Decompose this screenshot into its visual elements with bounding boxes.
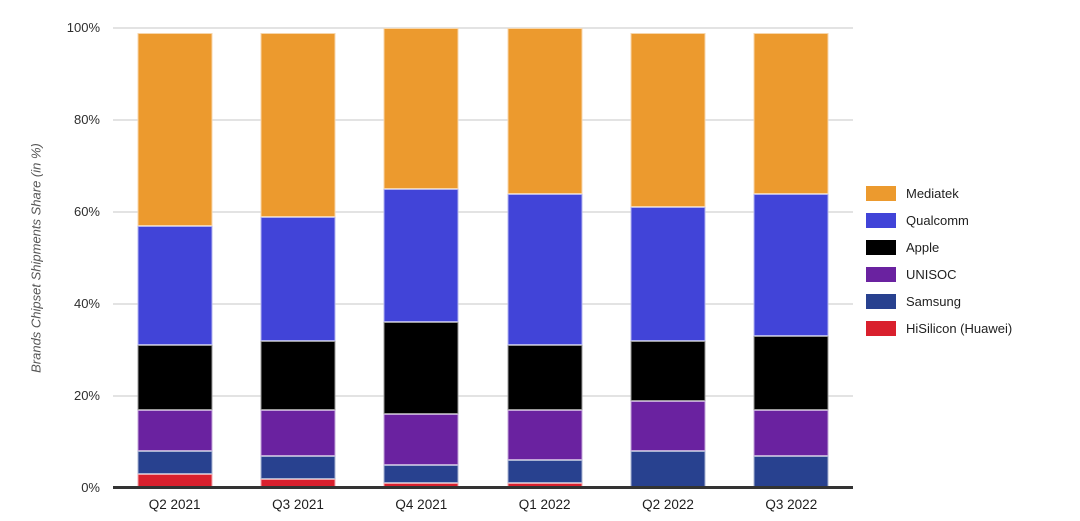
- legend: Mediatek Qualcomm Apple UNISOC Samsung HiSili…: [866, 186, 1012, 348]
- segment-apple-q3-2021: [260, 340, 336, 410]
- bar-slot-q2-2021: [113, 28, 236, 488]
- segment-apple-q1-2022: [507, 345, 583, 410]
- y-tick-label-80: 80%: [73, 112, 100, 127]
- segment-samsung-q2-2022: [630, 451, 706, 488]
- legend-item-qualcomm: Qualcomm: [866, 213, 1012, 228]
- plot-area: [113, 27, 853, 489]
- segment-mediatek-q3-2021: [260, 32, 336, 217]
- x-label-q1-2022: Q1 2022: [518, 497, 571, 512]
- stacked-bar-q3-2021: [260, 32, 336, 488]
- segment-hisilicon-huawei-q4-2021: [383, 483, 459, 488]
- segment-unisoc-q2-2021: [137, 409, 213, 452]
- segment-samsung-q4-2021: [383, 465, 459, 484]
- gridline-100: [113, 27, 853, 29]
- legend-label-apple: Apple: [906, 240, 940, 255]
- legend-swatch-qualcomm: [866, 213, 896, 228]
- bar-slot-q2-2022: [606, 28, 729, 488]
- stacked-bar-q4-2021: [383, 28, 459, 488]
- legend-swatch-samsung: [866, 294, 896, 309]
- bars-container: [113, 28, 853, 488]
- bar-slot-q3-2021: [236, 28, 359, 488]
- gridline-40: [113, 303, 853, 305]
- stacked-bar-q2-2022: [630, 32, 706, 488]
- segment-apple-q4-2021: [383, 322, 459, 415]
- segment-unisoc-q1-2022: [507, 409, 583, 461]
- segment-qualcomm-q3-2022: [753, 193, 829, 337]
- legend-label-mediatek: Mediatek: [906, 186, 959, 201]
- stacked-bar-q2-2021: [137, 32, 213, 488]
- bar-slot-q1-2022: [483, 28, 606, 488]
- x-label-q2-2022: Q2 2022: [642, 497, 694, 512]
- x-axis-labels: Q2 2021 Q3 2021 Q4 2021 Q1 2022 Q2 2022 Q3 20…: [113, 497, 853, 512]
- segment-qualcomm-q4-2021: [383, 189, 459, 323]
- legend-label-samsung: Samsung: [906, 294, 961, 309]
- x-label-q3-2021: Q3 2021: [272, 497, 324, 512]
- segment-unisoc-q3-2022: [753, 409, 829, 456]
- legend-swatch-apple: [866, 240, 896, 255]
- segment-qualcomm-q3-2021: [260, 216, 336, 341]
- x-axis-line: [113, 486, 853, 489]
- y-axis-title: Brands Chipset Shipments Share (in %): [28, 143, 44, 373]
- x-label-q4-2021: Q4 2021: [395, 497, 448, 512]
- legend-label-qualcomm: Qualcomm: [906, 213, 969, 228]
- segment-hisilicon-huawei-q2-2021: [137, 474, 213, 488]
- x-label-q3-2022: Q3 2022: [765, 497, 818, 512]
- x-label-q2-2021: Q2 2021: [148, 497, 201, 512]
- segment-apple-q2-2021: [137, 345, 213, 410]
- bar-slot-q4-2021: [360, 28, 483, 488]
- segment-hisilicon-huawei-q1-2022: [507, 483, 583, 488]
- y-tick-label-0: 0%: [81, 480, 100, 495]
- segment-apple-q2-2022: [630, 340, 706, 401]
- segment-mediatek-q3-2022: [753, 32, 829, 194]
- gridline-60: [113, 211, 853, 213]
- legend-label-unisoc: UNISOC: [906, 267, 957, 282]
- gridline-20: [113, 395, 853, 397]
- segment-qualcomm-q2-2021: [137, 225, 213, 346]
- segment-mediatek-q2-2022: [630, 32, 706, 208]
- legend-swatch-unisoc: [866, 267, 896, 282]
- segment-apple-q3-2022: [753, 336, 829, 410]
- stacked-bar-q3-2022: [753, 32, 829, 488]
- segment-samsung-q1-2022: [507, 460, 583, 484]
- legend-item-samsung: Samsung: [866, 294, 1012, 309]
- legend-item-hisilicon-huawei: HiSilicon (Huawei): [866, 321, 1012, 336]
- legend-swatch-mediatek: [866, 186, 896, 201]
- segment-unisoc-q2-2022: [630, 400, 706, 452]
- segment-samsung-q3-2021: [260, 455, 336, 479]
- y-tick-label-60: 60%: [73, 204, 100, 219]
- legend-item-mediatek: Mediatek: [866, 186, 1012, 201]
- stacked-bar-q1-2022: [507, 28, 583, 488]
- legend-label-hisilicon-huawei: HiSilicon (Huawei): [906, 321, 1013, 336]
- legend-item-apple: Apple: [866, 240, 1012, 255]
- segment-hisilicon-huawei-q3-2021: [260, 478, 336, 488]
- segment-qualcomm-q2-2022: [630, 207, 706, 341]
- segment-mediatek-q4-2021: [383, 28, 459, 190]
- y-tick-label-100: 100%: [66, 20, 100, 35]
- segment-samsung-q3-2022: [753, 455, 829, 488]
- segment-qualcomm-q1-2022: [507, 193, 583, 346]
- segment-mediatek-q1-2022: [507, 28, 583, 194]
- bar-slot-q3-2022: [730, 28, 853, 488]
- y-tick-label-20: 20%: [73, 388, 100, 403]
- legend-swatch-hisilicon-huawei: [866, 321, 896, 336]
- segment-samsung-q2-2021: [137, 451, 213, 475]
- segment-unisoc-q3-2021: [260, 409, 336, 456]
- y-tick-label-40: 40%: [73, 296, 100, 311]
- legend-item-unisoc: UNISOC: [866, 267, 1012, 282]
- gridline-80: [113, 119, 853, 121]
- segment-mediatek-q2-2021: [137, 32, 213, 226]
- segment-unisoc-q4-2021: [383, 414, 459, 466]
